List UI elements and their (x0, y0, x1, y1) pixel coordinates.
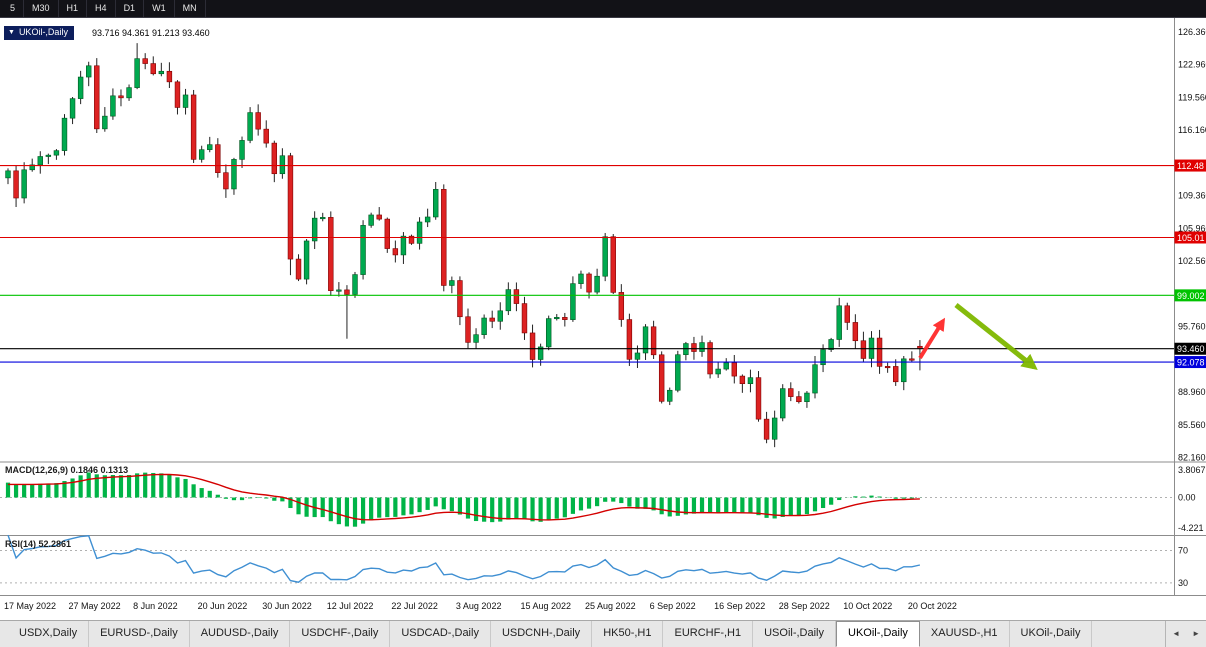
svg-text:102.560: 102.560 (1178, 256, 1206, 266)
svg-text:109.360: 109.360 (1178, 191, 1206, 201)
tab-usoil-daily-8[interactable]: USOil-,Daily (753, 621, 837, 647)
hlines-layer: 112.48 105.01 99.002 93.460 92.078 (0, 159, 1206, 369)
date-label: 20 Oct 2022 (908, 601, 957, 611)
timeframe-button-w1[interactable]: W1 (144, 0, 175, 17)
price-line-label-box (1174, 356, 1206, 369)
scroll-tabs-left-button[interactable]: ◄ (1172, 629, 1181, 638)
timeframe-button-mn[interactable]: MN (175, 0, 206, 17)
grid-layer (0, 18, 1206, 596)
symbol-tabs: USDX,Daily EURUSD-,Daily AUDUSD-,Daily USDC… (8, 621, 1165, 647)
tab-audusd-daily-2[interactable]: AUDUSD-,Daily (190, 621, 291, 647)
tab-usdchf-daily-3[interactable]: USDCHF-,Daily (290, 621, 391, 647)
date-label: 10 Oct 2022 (843, 601, 892, 611)
svg-text:119.560: 119.560 (1178, 92, 1206, 102)
svg-text:122.960: 122.960 (1178, 60, 1206, 70)
date-label: 17 May 2022 (4, 601, 56, 611)
date-label: 16 Sep 2022 (714, 601, 765, 611)
tab-scrolls: ◄ ► (1165, 621, 1206, 647)
chart-canvas[interactable]: 112.48 105.01 99.002 93.460 92.078 126.360 122… (0, 18, 1206, 620)
rsi-label: RSI(14) 52.2861 (5, 539, 72, 549)
chart-area[interactable]: 112.48 105.01 99.002 93.460 92.078 126.360 122… (0, 18, 1206, 620)
svg-text:-4.221: -4.221 (1178, 523, 1204, 533)
date-label: 30 Jun 2022 (262, 601, 312, 611)
svg-text:93.460: 93.460 (1177, 344, 1205, 354)
collapse-triangle-icon: ▼ (8, 29, 15, 36)
timeframe-button-h1[interactable]: H1 (59, 0, 88, 17)
tab-ukoil-daily-9[interactable]: UKOil-,Daily (836, 621, 920, 647)
scroll-tabs-right-button[interactable]: ► (1192, 629, 1200, 638)
svg-text:116.160: 116.160 (1178, 125, 1206, 135)
date-label: 25 Aug 2022 (585, 601, 636, 611)
date-label: 20 Jun 2022 (198, 601, 248, 611)
timeframe-button-m30[interactable]: M30 (24, 0, 59, 17)
tab-hk50-h1-6[interactable]: HK50-,H1 (592, 621, 664, 647)
date-label: 22 Jul 2022 (391, 601, 438, 611)
macd-label: MACD(12,26,9) 0.1846 0.1313 (5, 465, 129, 475)
chart-ohlc-readout: 93.716 94.361 91.213 93.460 (92, 28, 210, 38)
date-label: 3 Aug 2022 (456, 601, 502, 611)
candles-layer (5, 43, 923, 448)
svg-text:99.002: 99.002 (1177, 291, 1205, 301)
axis-layer: 126.360 122.960 119.560 116.160 109.360 105.9… (4, 27, 1206, 611)
price-line-label-box (1174, 289, 1206, 302)
price-line-label-box (1174, 342, 1206, 355)
tab-usdcnh-daily-5[interactable]: USDCNH-,Daily (491, 621, 593, 647)
tab-xauusd-h1-10[interactable]: XAUUSD-,H1 (920, 621, 1010, 647)
timeframe-button-d1[interactable]: D1 (116, 0, 145, 17)
tab-usdcad-daily-4[interactable]: USDCAD-,Daily (390, 621, 491, 647)
timeframe-button-5[interactable]: 5 (2, 0, 25, 17)
date-label: 15 Aug 2022 (520, 601, 571, 611)
svg-text:30: 30 (1178, 578, 1188, 588)
timeframe-button-h4[interactable]: H4 (87, 0, 116, 17)
price-line-label-box (1174, 231, 1206, 244)
tab-eurusd-daily-1[interactable]: EURUSD-,Daily (89, 621, 190, 647)
macd-layer (5, 472, 923, 527)
date-label: 12 Jul 2022 (327, 601, 374, 611)
date-label: 8 Jun 2022 (133, 601, 178, 611)
svg-text:126.360: 126.360 (1178, 27, 1206, 37)
timeframe-toolbar: 5 M30 H1 H4 D1 W1 MN (0, 0, 1206, 18)
svg-text:70: 70 (1178, 546, 1188, 556)
green-down-arrow (954, 303, 1038, 370)
rsi-layer (7, 534, 921, 583)
svg-text:88.960: 88.960 (1178, 387, 1206, 397)
date-label: 6 Sep 2022 (650, 601, 696, 611)
date-label: 27 May 2022 (69, 601, 121, 611)
svg-text:3.8067: 3.8067 (1178, 465, 1206, 475)
svg-text:112.48: 112.48 (1177, 161, 1204, 171)
svg-text:85.560: 85.560 (1178, 420, 1206, 430)
svg-text:82.160: 82.160 (1178, 453, 1206, 463)
chart-symbol-badge[interactable]: ▼ UKOil-,Daily (4, 26, 74, 40)
chart-symbol-label: UKOil-,Daily (18, 27, 68, 37)
tab-ukoil-daily-11[interactable]: UKOil-,Daily (1010, 621, 1093, 647)
svg-text:105.01: 105.01 (1177, 233, 1205, 243)
svg-text:95.760: 95.760 (1178, 322, 1206, 332)
svg-text:105.960: 105.960 (1178, 223, 1206, 233)
symbol-tabbar: USDX,Daily EURUSD-,Daily AUDUSD-,Daily USDC… (0, 620, 1206, 647)
tab-usdx-daily-0[interactable]: USDX,Daily (8, 621, 90, 647)
red-up-arrow (918, 317, 946, 360)
date-label: 28 Sep 2022 (779, 601, 830, 611)
annotations-layer (918, 303, 1038, 370)
svg-text:92.078: 92.078 (1177, 358, 1205, 368)
svg-text:0.00: 0.00 (1178, 492, 1196, 502)
tab-eurchf-h1-7[interactable]: EURCHF-,H1 (663, 621, 754, 647)
price-line-label-box (1174, 159, 1206, 172)
